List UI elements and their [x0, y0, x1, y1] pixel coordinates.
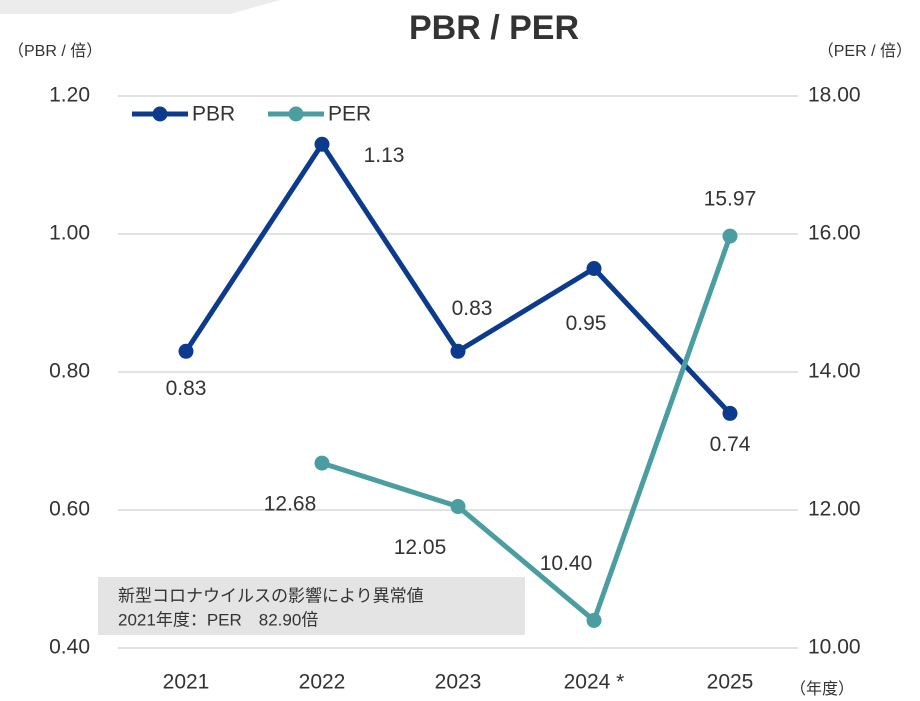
data-label: 0.83 — [166, 377, 207, 400]
x-axis-label: （年度） — [790, 680, 854, 698]
x-tick-label: 2022 — [299, 671, 346, 694]
chart-title: PBR / PER — [409, 9, 579, 47]
y-axis-label: （PBR / 倍） — [8, 42, 102, 60]
point — [314, 136, 330, 152]
annotation: 2021年度：PER 82.90倍 — [118, 610, 318, 629]
data-label: 12.05 — [394, 536, 447, 559]
y-tick-label: 0.80 — [49, 360, 90, 383]
annotation: 新型コロナウイルスの影響により異常値 — [118, 586, 424, 605]
data-label: 0.74 — [710, 433, 751, 456]
x-tick-label: 2025 — [707, 671, 754, 694]
point — [450, 343, 466, 359]
y2-tick-label: 18.00 — [808, 84, 861, 107]
point — [722, 405, 738, 421]
y-tick-label: 1.00 — [49, 222, 90, 245]
y-tick-label: 0.40 — [49, 636, 90, 659]
y2-tick-label: 12.00 — [808, 498, 861, 521]
x-tick-label: 2024 * — [564, 671, 625, 694]
x-tick-label: 2023 — [435, 671, 482, 694]
legend-marker — [288, 106, 304, 122]
point — [178, 343, 194, 359]
data-label: 10.40 — [540, 552, 593, 575]
line — [321, 235, 733, 623]
point — [722, 228, 738, 244]
point — [586, 261, 602, 276]
y2-tick-label: 10.00 — [808, 636, 861, 659]
data-label: 1.13 — [364, 144, 405, 167]
x-tick-label: 2021 — [163, 671, 210, 694]
legend-label: PER — [328, 103, 371, 126]
line — [183, 141, 732, 416]
point — [450, 499, 466, 515]
legend-marker — [152, 106, 168, 122]
y-tick-label: 1.20 — [49, 84, 90, 107]
annotation-box — [98, 577, 525, 635]
y-tick-label: 0.60 — [49, 498, 90, 521]
point — [586, 612, 602, 628]
y2-tick-label: 14.00 — [808, 360, 861, 383]
data-label: 0.83 — [452, 297, 493, 320]
y2-tick-label: 16.00 — [808, 222, 861, 245]
y2-axis-label: （PER / 倍） — [818, 42, 912, 60]
data-label: 15.97 — [704, 188, 757, 211]
decoration — [0, 0, 280, 14]
data-label: 12.68 — [264, 493, 317, 516]
legend-label: PBR — [192, 103, 235, 126]
point — [314, 455, 330, 471]
data-label: 0.95 — [566, 312, 607, 335]
